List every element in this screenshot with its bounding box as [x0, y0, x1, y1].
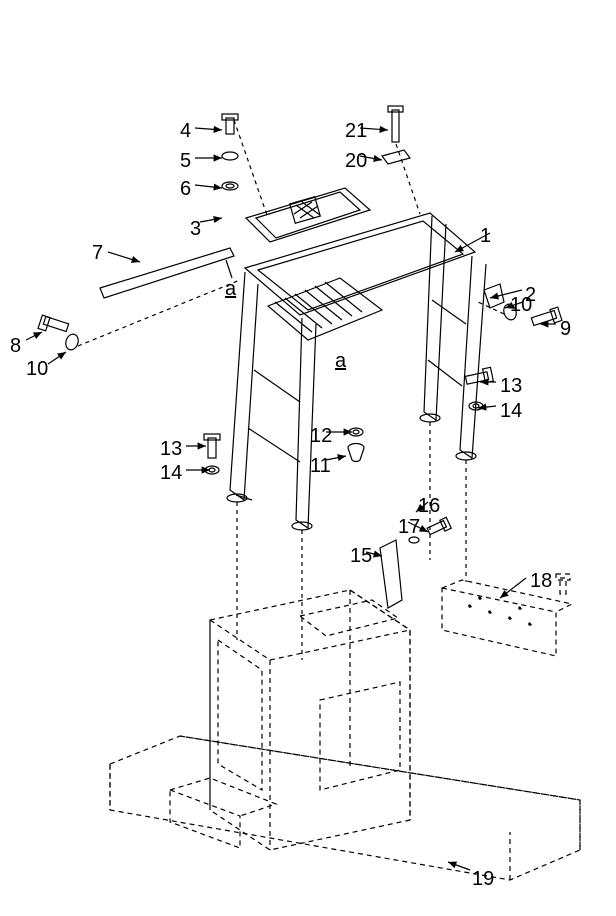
ref-a2: a	[335, 350, 346, 373]
callout-10b: 10	[26, 358, 48, 381]
callout-16: 16	[418, 495, 440, 518]
callout-3: 3	[190, 218, 201, 241]
callout-13b: 13	[160, 438, 182, 461]
callout-13: 13	[500, 375, 522, 398]
callout-8: 8	[10, 335, 21, 358]
callout-4: 4	[180, 120, 191, 143]
diagram-svg	[0, 0, 616, 916]
ref-a1: a	[225, 278, 236, 301]
callout-21: 21	[345, 120, 367, 143]
callout-15: 15	[350, 545, 372, 568]
callout-17: 17	[398, 516, 420, 539]
callout-11: 11	[310, 455, 331, 478]
callout-18: 18	[530, 570, 552, 593]
callout-10: 10	[510, 294, 532, 317]
diagram-container: { "diagram": { "type": "exploded-assembl…	[0, 0, 616, 916]
callout-19: 19	[472, 868, 494, 891]
callout-20: 20	[345, 150, 367, 173]
callout-5: 5	[180, 150, 191, 173]
callout-9: 9	[560, 318, 571, 341]
callout-7: 7	[92, 242, 103, 265]
callout-1: 1	[480, 225, 491, 248]
callout-14b: 14	[160, 462, 182, 485]
callout-6: 6	[180, 178, 191, 201]
callout-12: 12	[310, 425, 332, 448]
callout-14: 14	[500, 400, 522, 423]
